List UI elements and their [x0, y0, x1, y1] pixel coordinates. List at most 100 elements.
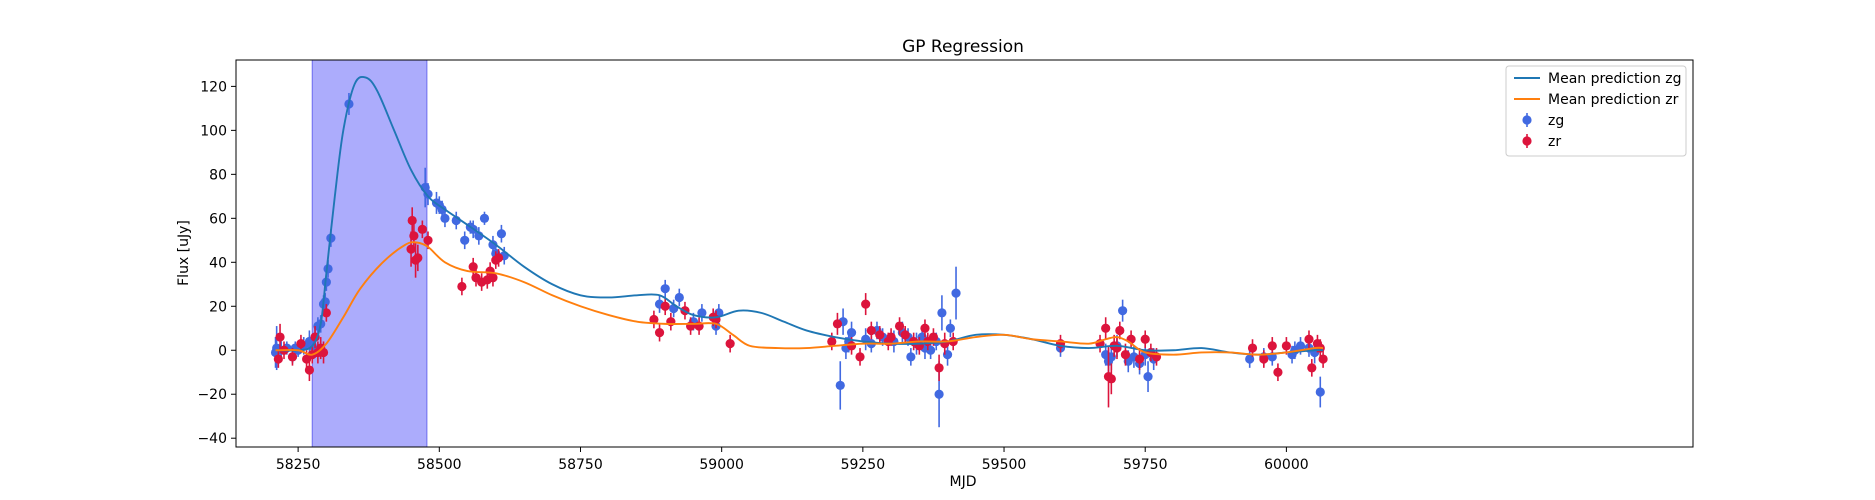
x-tick-label: 58500 — [417, 457, 462, 473]
data-point — [906, 352, 916, 362]
data-point — [928, 332, 939, 342]
legend-label: zg — [1548, 113, 1564, 129]
data-point — [1106, 374, 1116, 384]
legend-box — [1505, 65, 1687, 157]
data-point — [649, 314, 659, 325]
data-point — [1307, 363, 1317, 373]
data-point — [686, 321, 696, 331]
data-point — [1118, 306, 1128, 316]
data-point — [296, 339, 306, 349]
series-zg — [270, 92, 1325, 428]
data-point — [660, 284, 670, 294]
data-point — [725, 339, 735, 349]
data-point — [1120, 350, 1131, 360]
data-point — [1143, 372, 1153, 382]
chart-title: GP Regression — [902, 37, 1024, 57]
data-point — [1295, 341, 1306, 351]
data-point — [951, 288, 961, 298]
y-tick-label: 100 — [200, 123, 227, 139]
y-tick-label: 80 — [209, 167, 227, 183]
data-point — [835, 380, 845, 391]
data-point — [654, 328, 665, 338]
y-tick-label: 0 — [218, 343, 227, 359]
data-point — [1101, 323, 1111, 333]
data-point — [321, 308, 331, 318]
data-point — [287, 352, 298, 362]
legend-label: zr — [1548, 134, 1561, 150]
data-point — [1281, 341, 1291, 351]
data-point — [846, 328, 857, 338]
series-line-mean-prediction-zr — [275, 241, 1324, 356]
y-tick-label: −20 — [197, 387, 227, 403]
series-zr — [273, 207, 1328, 408]
data-point — [423, 189, 433, 199]
x-tick-label: 59250 — [841, 457, 886, 473]
data-point — [275, 332, 285, 342]
y-tick-label: −40 — [197, 431, 227, 447]
data-point — [1304, 334, 1314, 344]
data-point — [460, 235, 470, 245]
data-point — [1318, 354, 1328, 364]
shaded-region — [311, 59, 428, 448]
data-point — [894, 321, 905, 331]
data-point — [304, 365, 315, 375]
data-point — [697, 308, 707, 318]
series-layer — [270, 75, 1328, 428]
plot-area: 58250 58500 58750 59000 59250 59500 59750 60000… — [197, 59, 1694, 473]
data-point — [1259, 354, 1269, 364]
data-point — [413, 253, 423, 263]
legend-point-marker — [1522, 136, 1532, 146]
data-point — [1112, 343, 1122, 353]
legend-label: Mean prediction zg — [1548, 71, 1682, 87]
data-point — [1273, 367, 1283, 377]
y-tick-label: 120 — [200, 79, 227, 95]
x-tick-label: 59000 — [699, 457, 744, 473]
data-point — [934, 363, 944, 373]
data-point — [488, 273, 498, 283]
series-line-mean-prediction-zg — [275, 75, 1324, 356]
x-tick-label: 58750 — [558, 457, 603, 473]
axes-frame — [235, 59, 1694, 448]
y-tick-label: 20 — [209, 299, 227, 315]
data-point — [1267, 341, 1277, 351]
x-tick-label: 60000 — [1264, 457, 1309, 473]
data-point — [937, 308, 947, 318]
data-point — [407, 215, 417, 226]
data-point — [1315, 387, 1325, 397]
x-tick-label: 58250 — [276, 457, 321, 473]
data-point — [920, 323, 930, 333]
data-point — [827, 336, 837, 347]
y-axis-label: Flux [uJy] — [176, 220, 192, 286]
legend-label: Mean prediction zr — [1548, 92, 1679, 108]
x-axis-label: MJD — [950, 474, 977, 490]
data-point — [861, 299, 871, 309]
data-point — [496, 229, 507, 239]
data-point — [900, 330, 910, 340]
data-point — [493, 253, 504, 263]
data-point — [674, 292, 684, 303]
data-point — [1247, 343, 1258, 353]
x-tick-label: 59500 — [982, 457, 1027, 473]
data-point — [273, 354, 283, 364]
y-tick-label: 60 — [209, 211, 227, 227]
data-point — [1115, 325, 1125, 336]
data-point — [855, 352, 865, 362]
data-point — [479, 213, 490, 223]
data-point — [457, 281, 467, 292]
data-point — [945, 323, 955, 333]
data-point — [320, 297, 330, 307]
data-point — [886, 332, 896, 342]
data-point — [846, 341, 857, 351]
data-point — [832, 319, 843, 329]
data-point — [409, 231, 419, 241]
data-point — [866, 325, 876, 336]
data-point — [875, 330, 885, 340]
legend-point-marker — [1522, 115, 1532, 125]
legend: Mean prediction zg Mean prediction zr zg zr — [1505, 65, 1687, 157]
data-point — [660, 301, 670, 311]
data-point — [1140, 334, 1150, 344]
data-point — [423, 235, 433, 245]
data-point — [1134, 354, 1145, 364]
x-tick-label: 59750 — [1123, 457, 1168, 473]
